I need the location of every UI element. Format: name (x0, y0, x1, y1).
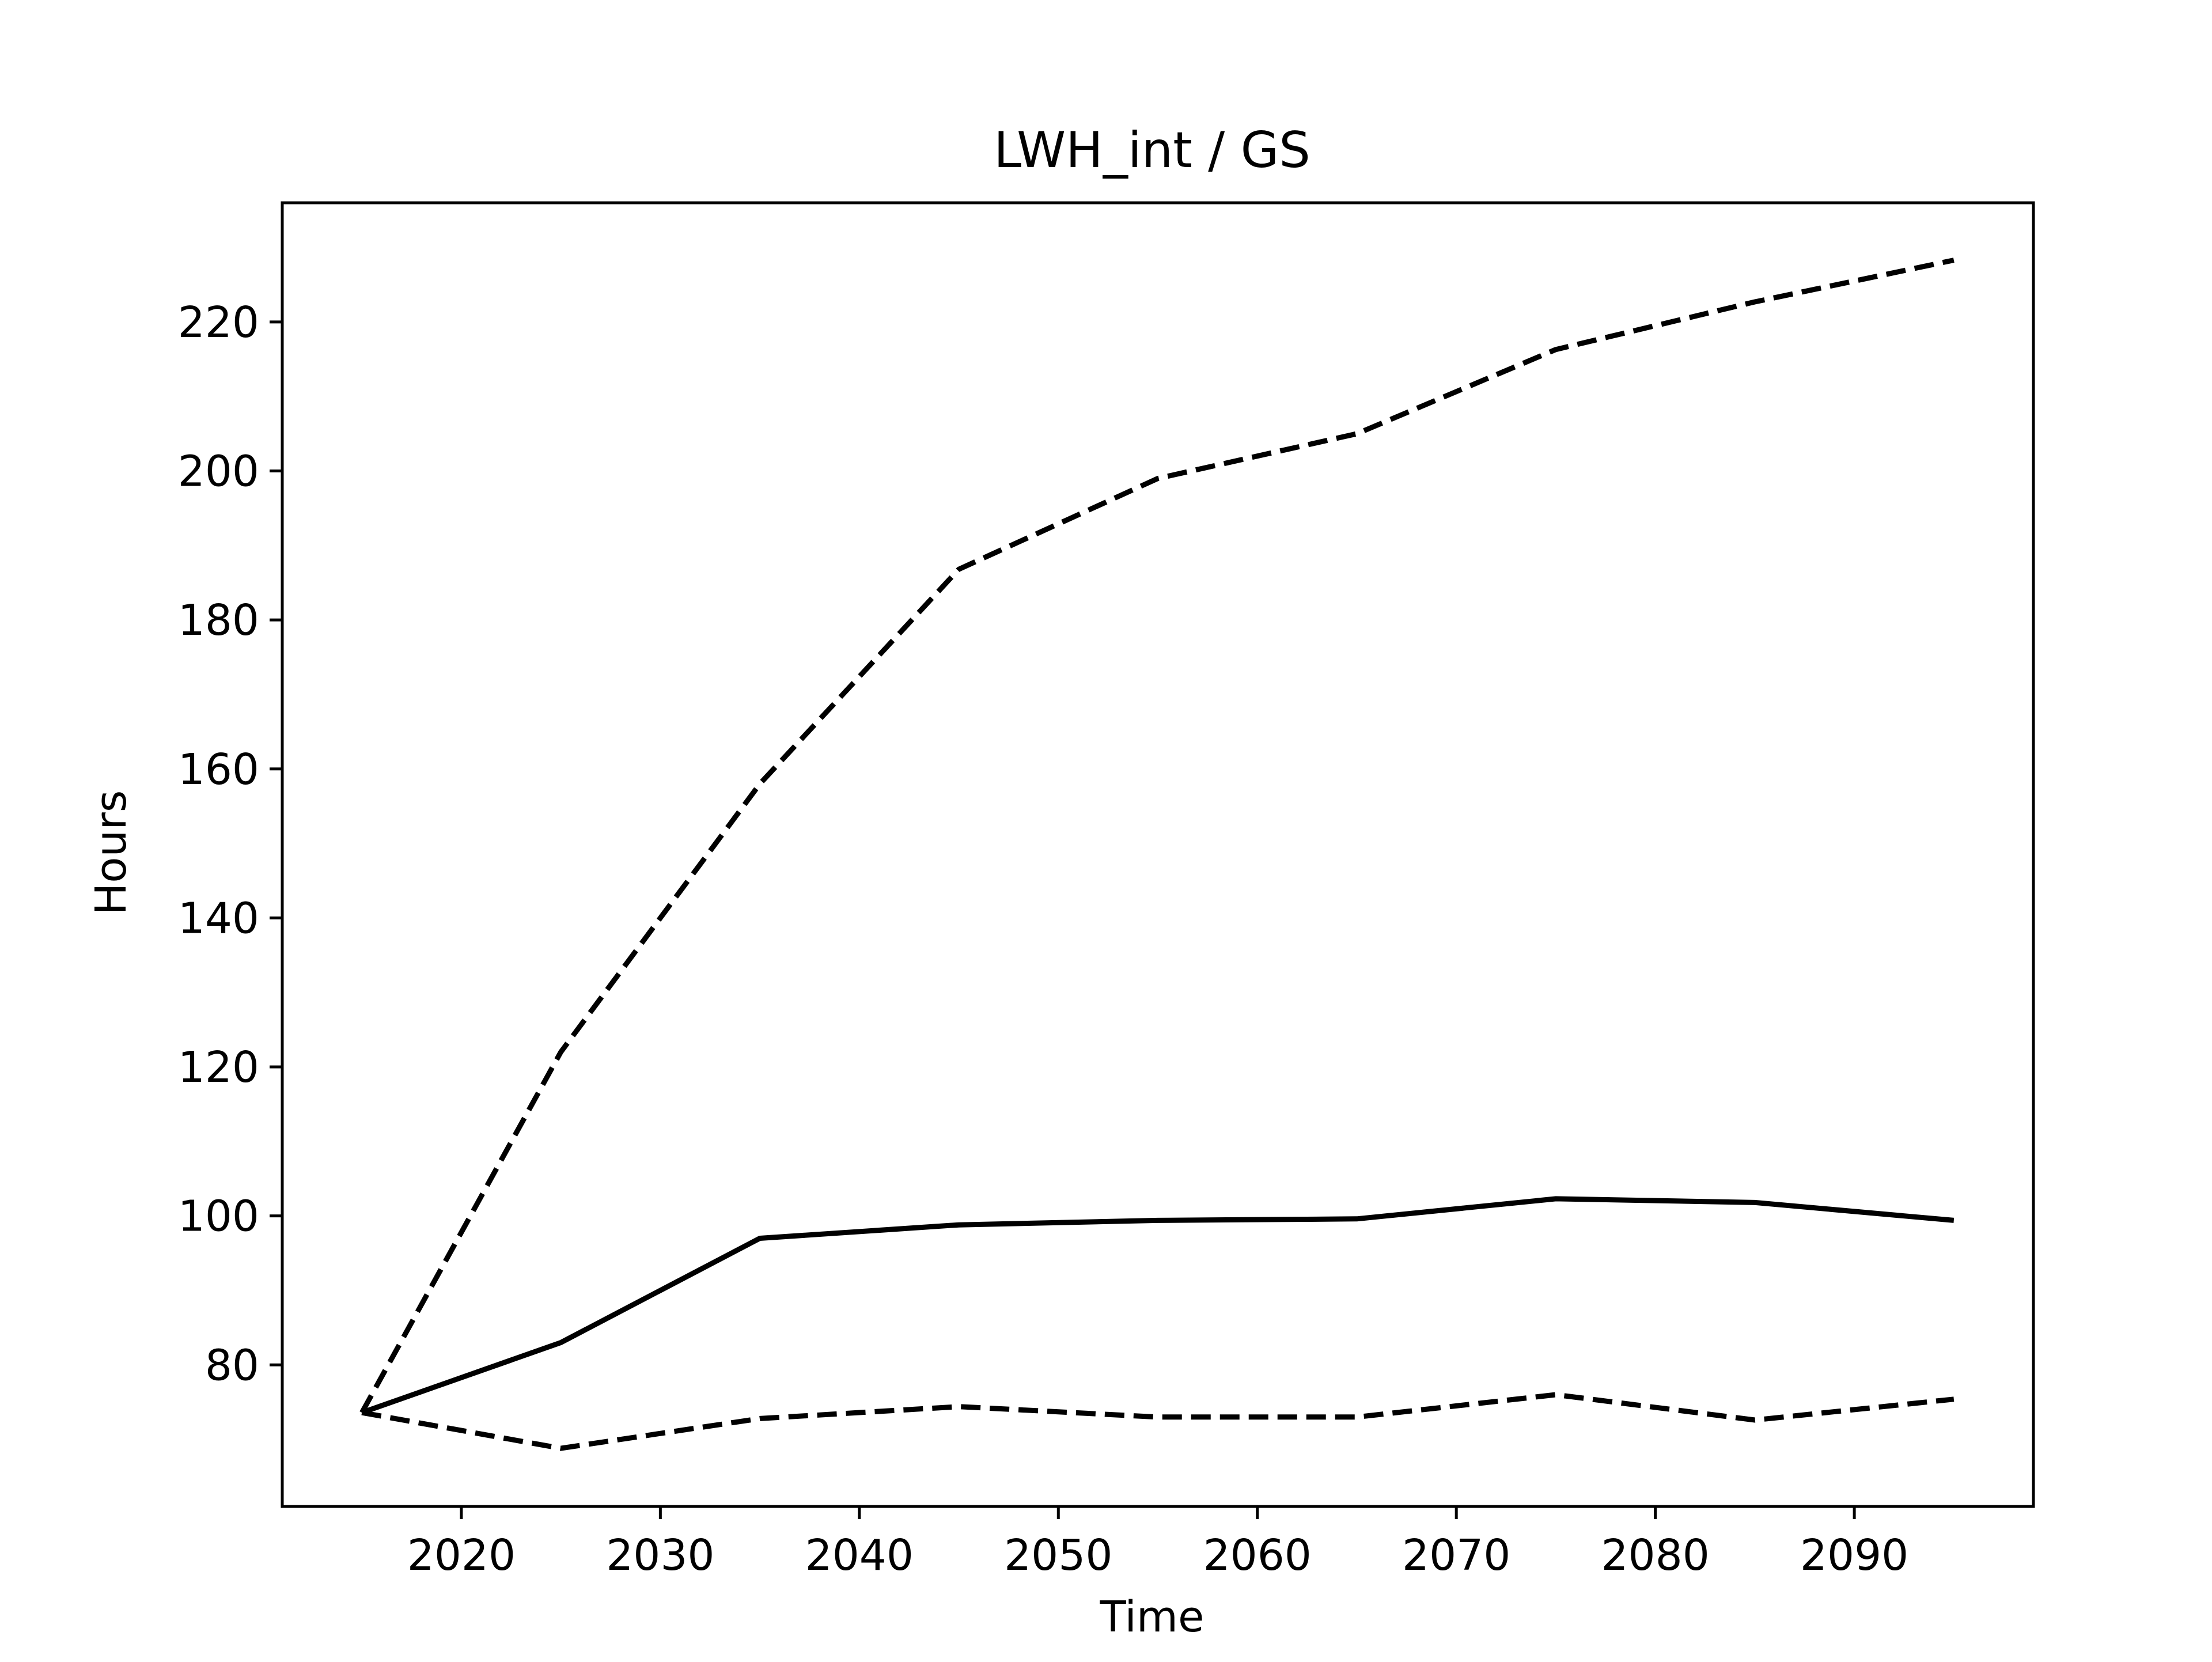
x-tick-label: 2070 (1402, 1531, 1510, 1580)
x-tick-label: 2020 (407, 1531, 516, 1580)
x-axis-label: Time (1099, 1592, 1204, 1642)
y-tick-label: 200 (178, 447, 259, 497)
y-tick-label: 80 (205, 1341, 259, 1390)
x-axis: 2020 2030 2040 2050 2060 2070 2080 2090 (407, 1506, 1908, 1580)
x-tick-label: 2030 (606, 1531, 714, 1580)
x-tick-label: 2080 (1601, 1531, 1709, 1580)
y-tick-label: 140 (178, 894, 259, 943)
x-tick-label: 2040 (805, 1531, 914, 1580)
plot-area (281, 201, 2035, 1508)
x-tick-label: 2050 (1004, 1531, 1112, 1580)
series-group (359, 258, 1955, 1451)
series-line-1 (361, 1196, 1955, 1415)
x-tick-label: 2060 (1203, 1531, 1312, 1580)
y-tick-label: 120 (178, 1043, 259, 1092)
y-tick-label: 100 (178, 1192, 259, 1241)
chart-title: LWH_int / GS (994, 122, 1310, 179)
series-line-3 (361, 1392, 1955, 1451)
y-tick-label: 220 (178, 298, 259, 347)
series-line-2 (359, 258, 1955, 1414)
y-tick-label: 160 (178, 745, 259, 794)
plot-frame (281, 201, 2035, 1508)
y-axis-label: Hours (86, 790, 136, 915)
x-tick-label: 2090 (1800, 1531, 1908, 1580)
y-axis: 80 100 120 140 160 180 200 220 (178, 298, 282, 1390)
y-tick-label: 180 (178, 596, 259, 645)
